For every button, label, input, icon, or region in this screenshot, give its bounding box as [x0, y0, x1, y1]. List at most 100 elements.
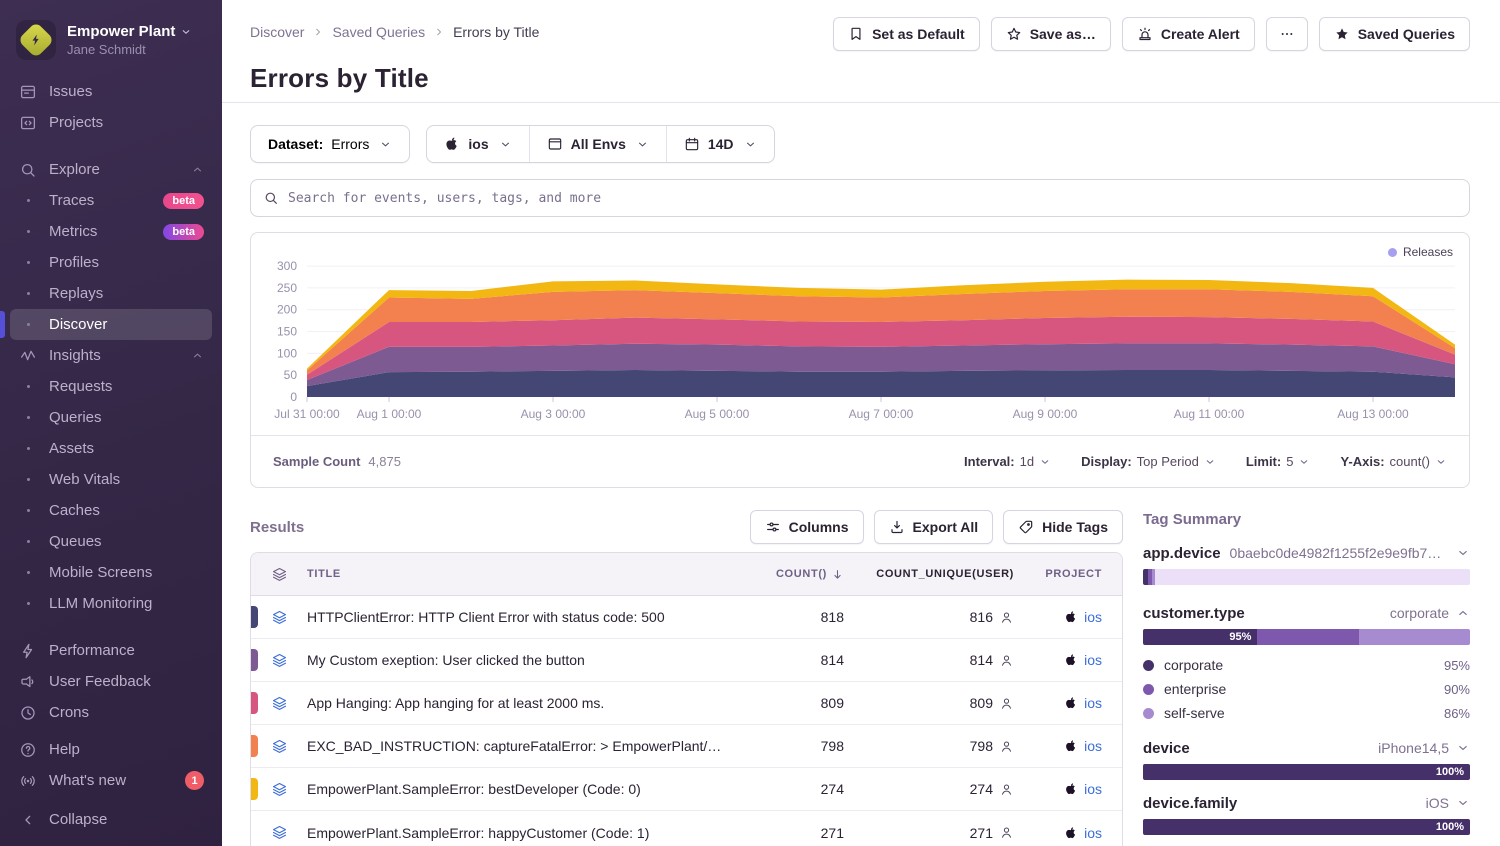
- results-buttons: Columns Export All Hide Tags: [749, 510, 1123, 544]
- sidebar-item-queries[interactable]: Queries: [10, 402, 212, 433]
- tag-value-row[interactable]: self-serve 86%: [1143, 701, 1470, 725]
- error-title-link[interactable]: EXC_BAD_INSTRUCTION: captureFatalError: …: [307, 738, 734, 754]
- error-title-link[interactable]: My Custom exeption: User clicked the but…: [307, 652, 585, 668]
- search-icon: [21, 163, 35, 177]
- star-icon: [1007, 27, 1020, 40]
- sidebar-item-llm-monitoring[interactable]: LLM Monitoring: [10, 588, 212, 619]
- breadcrumb-item-discover[interactable]: Discover: [250, 24, 305, 40]
- search-bar[interactable]: [250, 179, 1470, 217]
- collapse-button[interactable]: Collapse: [10, 804, 212, 835]
- sidebar-item-profiles[interactable]: Profiles: [10, 247, 212, 278]
- apple-icon: [1066, 740, 1076, 752]
- hide-tags-button[interactable]: Hide Tags: [1003, 510, 1123, 544]
- sidebar-item-queues[interactable]: Queues: [10, 526, 212, 557]
- sidebar-item-requests[interactable]: Requests: [10, 371, 212, 402]
- column-header-count[interactable]: COUNT(): [734, 568, 844, 581]
- chart-area: 0 50 100 150 200 250 300 Jul 31 00:00 Aug 1 00:0…: [251, 233, 1469, 435]
- chart-panel: 0 50 100 150 200 250 300 Jul 31 00:00 Aug 1 00:0…: [250, 232, 1470, 488]
- tag-distribution-bar[interactable]: 100%: [1143, 819, 1470, 835]
- sidebar-item-discover[interactable]: Discover: [0, 309, 212, 340]
- stack-trace-icon[interactable]: [271, 609, 288, 626]
- set-as-default-button[interactable]: Set as Default: [833, 17, 980, 51]
- error-title-link[interactable]: App Hanging: App hanging for at least 20…: [307, 695, 605, 711]
- sidebar-item-issues[interactable]: Issues: [10, 76, 212, 107]
- chart-legend[interactable]: Releases: [1387, 245, 1453, 259]
- sidebar-item-label: Mobile Screens: [49, 564, 153, 581]
- sidebar-item-web-vitals[interactable]: Web Vitals: [10, 464, 212, 495]
- save-as-button[interactable]: Save as…: [990, 17, 1111, 51]
- main-area: Discover Saved Queries Errors by Title Set…: [222, 0, 1500, 846]
- stack-trace-icon[interactable]: [271, 781, 288, 798]
- sample-count-value: 4,875: [368, 454, 401, 469]
- sidebar-item-label: Queues: [49, 533, 102, 550]
- user-icon: [1002, 611, 1011, 623]
- create-alert-button[interactable]: Create Alert: [1121, 17, 1255, 51]
- ellipsis-icon: [1281, 33, 1293, 35]
- sidebar-item-replays[interactable]: Replays: [10, 278, 212, 309]
- sidebar-item-assets[interactable]: Assets: [10, 433, 212, 464]
- sidebar-item-user-feedback[interactable]: User Feedback: [10, 666, 212, 697]
- sidebar-item-insights[interactable]: Insights: [10, 340, 212, 371]
- svg-text:250: 250: [277, 281, 297, 295]
- more-options-button[interactable]: [1265, 17, 1308, 51]
- sidebar-item-crons[interactable]: Crons: [10, 697, 212, 728]
- y-axis-control[interactable]: Y-Axis: count(): [1340, 454, 1447, 469]
- error-title-link[interactable]: EmpowerPlant.SampleError: bestDeveloper …: [307, 781, 641, 797]
- bullet-icon: [26, 416, 30, 419]
- column-header-title[interactable]: TITLE: [307, 568, 341, 580]
- stack-trace-icon[interactable]: [271, 738, 288, 755]
- stack-trace-icon[interactable]: [271, 652, 288, 669]
- column-header-project[interactable]: PROJECT: [1045, 568, 1102, 580]
- stack-trace-icon[interactable]: [271, 695, 288, 712]
- sidebar-item-projects[interactable]: Projects: [10, 107, 212, 138]
- sidebar-item-metrics[interactable]: Metrics beta: [10, 216, 212, 247]
- project-cell[interactable]: ios: [1014, 695, 1122, 711]
- sort-desc-icon: [834, 569, 841, 579]
- org-switcher[interactable]: Empower Plant Jane Schmidt: [0, 14, 222, 76]
- project-cell[interactable]: ios: [1014, 825, 1122, 841]
- chevron-right-icon: [316, 28, 321, 36]
- stack-trace-icon[interactable]: [271, 824, 288, 841]
- breadcrumb-item-saved-queries[interactable]: Saved Queries: [332, 24, 426, 40]
- limit-control[interactable]: Limit: 5: [1246, 454, 1311, 469]
- tag-toggle-customer-type[interactable]: customer.type corporate: [1143, 603, 1470, 623]
- results-label: Results: [250, 518, 305, 536]
- project-cell[interactable]: ios: [1014, 781, 1122, 797]
- interval-control[interactable]: Interval: 1d: [964, 454, 1051, 469]
- sidebar-item-caches[interactable]: Caches: [10, 495, 212, 526]
- export-all-button[interactable]: Export All: [873, 510, 994, 544]
- tag-value-row[interactable]: corporate 95%: [1143, 653, 1470, 677]
- sidebar-item-mobile-screens[interactable]: Mobile Screens: [10, 557, 212, 588]
- tag-toggle-app-device[interactable]: app.device 0baebc0de4982f1255f2e9e9fb7…: [1143, 543, 1470, 563]
- error-title-link[interactable]: EmpowerPlant.SampleError: happyCustomer …: [307, 824, 650, 841]
- tag-section-device: device iPhone14,5 100%: [1143, 738, 1470, 780]
- sidebar-item-explore[interactable]: Explore: [10, 154, 212, 185]
- tag-distribution-bar[interactable]: 100%: [1143, 764, 1470, 780]
- project-cell[interactable]: ios: [1014, 609, 1122, 625]
- tag-toggle-device[interactable]: device iPhone14,5: [1143, 738, 1470, 758]
- ios-filter[interactable]: ios: [427, 126, 528, 162]
- tag-toggle-device-family[interactable]: device.family iOS: [1143, 793, 1470, 813]
- count-cell: 814: [820, 652, 844, 668]
- sidebar-item-traces[interactable]: Traces beta: [10, 185, 212, 216]
- display-control[interactable]: Display: Top Period: [1081, 454, 1216, 469]
- saved-queries-button[interactable]: Saved Queries: [1318, 17, 1470, 51]
- svg-text:50: 50: [284, 368, 298, 382]
- sidebar-item-help[interactable]: Help: [10, 734, 212, 765]
- project-cell[interactable]: ios: [1014, 738, 1122, 754]
- dataset-filter[interactable]: Dataset: Errors: [250, 125, 411, 163]
- tag-distribution-bar[interactable]: 95%: [1143, 629, 1470, 645]
- column-header-count-unique[interactable]: COUNT_UNIQUE(USER): [876, 568, 1014, 580]
- project-cell[interactable]: ios: [1014, 652, 1122, 668]
- user-icon: [1002, 654, 1011, 666]
- search-input[interactable]: [288, 190, 1457, 206]
- tag-value-row[interactable]: enterprise 90%: [1143, 677, 1470, 701]
- sidebar-item-what-s-new[interactable]: What's new 1: [10, 765, 212, 796]
- sidebar-item-performance[interactable]: Performance: [10, 635, 212, 666]
- apple-icon: [1066, 611, 1076, 623]
- error-title-link[interactable]: HTTPClientError: HTTP Client Error with …: [307, 609, 665, 625]
- all-envs-filter[interactable]: All Envs: [528, 126, 666, 162]
- columns-button[interactable]: Columns: [749, 510, 864, 544]
- tag-distribution-bar[interactable]: [1143, 569, 1470, 585]
- 14d-filter[interactable]: 14D: [665, 126, 774, 162]
